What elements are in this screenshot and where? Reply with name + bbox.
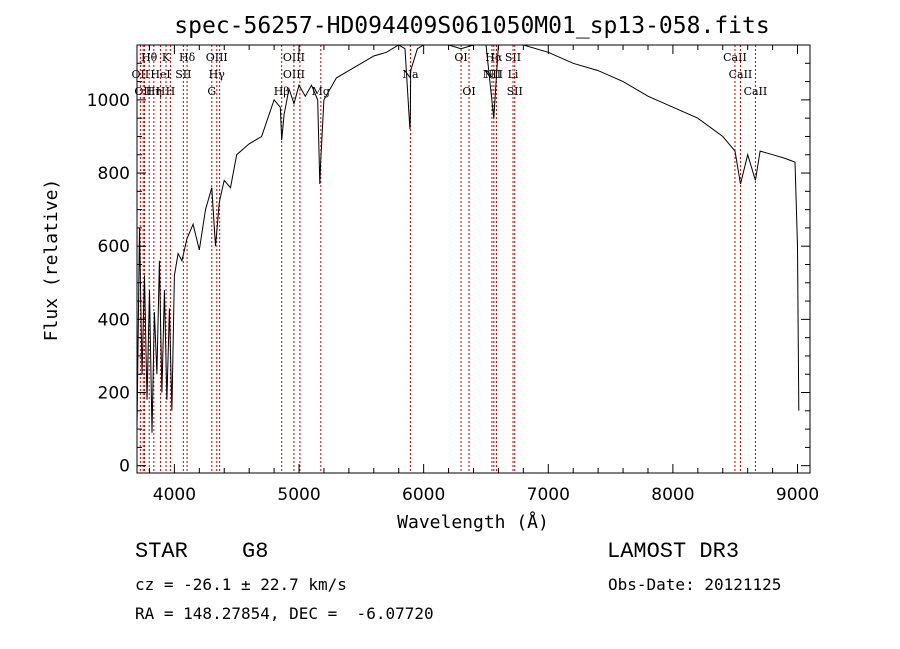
coordinates: RA = 148.27854, DEC = -6.07720 [135, 604, 434, 623]
spectral-line-label: Hη [146, 85, 162, 98]
spectral-line-label: SII [505, 51, 521, 64]
spectral-line-label: Mg [312, 85, 330, 98]
spectral-line-label: K [162, 51, 171, 64]
chart-title: spec-56257-HD094409S061050M01_sp13-058.f… [174, 13, 769, 39]
spectral-line-label: SII [507, 85, 523, 98]
spectral-line-label: HeI [150, 68, 170, 81]
spectrum-line [136, 44, 800, 433]
spectral-line-label: Hθ [141, 51, 158, 64]
x-tick-label: 9000 [776, 485, 819, 505]
spectral-line-label: Li [508, 68, 519, 81]
object-class: STAR [135, 539, 188, 564]
spectral-line-label: Hβ [274, 85, 290, 98]
x-tick-label: 4000 [153, 485, 196, 505]
survey-name: LAMOST DR3 [607, 539, 740, 564]
spectral-line-label: CaII [729, 68, 753, 81]
redshift-cz: cz = -26.1 ± 22.7 km/s [135, 575, 347, 594]
spectral-line-label: CaII [723, 51, 747, 64]
spectral-line-label: Hα [485, 51, 503, 64]
x-axis-label: Wavelength (Å) [397, 511, 549, 533]
y-tick-label: 400 [98, 310, 130, 330]
y-tick-label: 1000 [87, 91, 130, 111]
spectral-line-label: OII [132, 68, 150, 81]
y-tick-label: 800 [98, 164, 130, 184]
spectral-line-label: SII [175, 68, 191, 81]
x-tick-label: 7000 [527, 485, 570, 505]
x-tick-label: 5000 [277, 485, 320, 505]
axis-ticks-layer: 4000 5000 6000 7000 8000 9000 0 200 400 600 800 100… [87, 45, 819, 505]
spectral-line-label: NII [485, 68, 503, 81]
x-tick-label: 6000 [402, 485, 445, 505]
spectral-line-label: OIII [283, 51, 305, 64]
y-tick-label: 0 [119, 457, 130, 477]
obs-date: Obs-Date: 20121125 [608, 575, 782, 594]
y-axis-label: Flux (relative) [41, 179, 62, 342]
spectral-line-label: CaII [744, 85, 768, 98]
spectral-line-label: G [207, 85, 216, 98]
y-tick-label: 200 [98, 384, 130, 404]
spectral-line-label: Hδ [179, 51, 196, 64]
spectral-line-label: OII [134, 85, 152, 98]
spectral-line-label: OI [462, 85, 475, 98]
plot-frame [136, 44, 811, 474]
spectral-line-label: OI [454, 51, 467, 64]
spectral-lines-layer: OII OII Hθ Hη HeI H K H SII Hδ G OIII Hγ Hβ OIII OIII Mg… [132, 45, 768, 473]
x-tick-label: 8000 [651, 485, 694, 505]
spectral-line-label: OIII [206, 51, 228, 64]
y-tick-label: 600 [98, 237, 130, 257]
spectral-line-label: OIII [283, 68, 305, 81]
spectral-line-label: H [166, 85, 176, 98]
spectral-line-label: Hγ [209, 68, 226, 81]
object-subclass: G8 [242, 539, 269, 564]
spectral-line-label: H [156, 85, 166, 98]
